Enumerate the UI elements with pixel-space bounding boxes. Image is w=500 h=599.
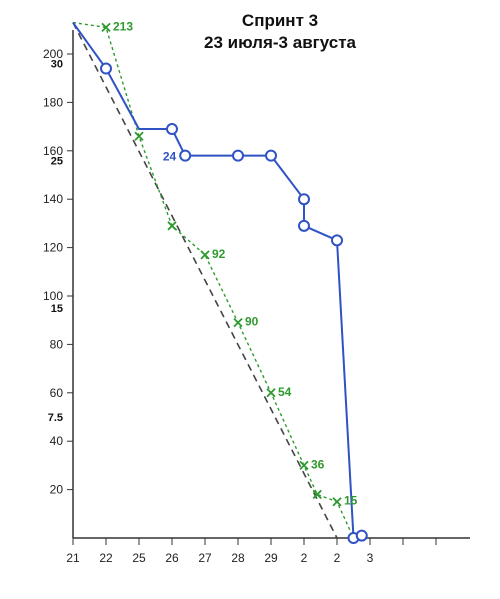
actual-point-marker	[179, 149, 192, 162]
actual-series-group	[72, 21, 368, 544]
trend-point-marker	[101, 22, 111, 33]
data-label: 15	[344, 494, 358, 508]
actual-line	[72, 21, 363, 540]
data-label: 90	[245, 315, 259, 329]
data-label: 24	[163, 150, 177, 164]
actual-point-marker	[331, 234, 343, 247]
x-tick-label: 21	[66, 551, 80, 565]
y-tick-label: 80	[50, 337, 64, 351]
y-tick-label: 200	[43, 47, 63, 61]
ideal-line-group	[72, 22, 338, 539]
actual-point-marker	[298, 219, 310, 232]
actual-point-marker	[265, 149, 277, 162]
x-tick-label: 29	[264, 551, 278, 565]
annotation-group: 213 92 90 54 36 15 24	[113, 19, 358, 507]
secondary-y-label: 25	[51, 155, 63, 167]
y-tick-label: 20	[50, 483, 64, 497]
secondary-y-label: 15	[51, 303, 63, 315]
x-tick-label: 25	[132, 551, 146, 565]
y-tick-label: 40	[50, 434, 64, 448]
x-tick-label: 28	[231, 551, 245, 565]
actual-point-marker	[232, 149, 244, 162]
actual-point-marker	[298, 193, 310, 206]
x-tick-label: 26	[165, 551, 179, 565]
y-tick-label: 140	[43, 192, 63, 206]
x-tick-label: 2	[301, 551, 308, 565]
x-tick-label: 3	[367, 551, 374, 565]
actual-point-marker	[100, 62, 112, 75]
secondary-y-label: 30	[51, 59, 63, 71]
actual-point-marker	[166, 123, 178, 136]
trend-point-marker	[167, 221, 177, 231]
trend-point-marker	[266, 388, 276, 398]
y-tick-label: 180	[43, 95, 63, 109]
x-tick-label: 2	[334, 551, 341, 565]
data-label: 92	[212, 247, 226, 261]
y-tick-label: 100	[43, 289, 63, 303]
trend-point-marker	[233, 317, 243, 328]
trend-point-marker	[332, 497, 342, 507]
secondary-y-label: 7.5	[48, 412, 63, 424]
data-label: 54	[278, 385, 292, 399]
trend-point-marker	[299, 460, 309, 471]
x-tick-label: 27	[198, 551, 212, 565]
trend-point-marker	[312, 489, 322, 500]
actual-point-marker	[355, 529, 368, 542]
chart-title-block: Спринт 3 23 июля-3 августа	[150, 10, 410, 54]
chart-title: Спринт 3	[241, 11, 319, 30]
y-tick-label: 60	[50, 386, 64, 400]
x-tick-label: 22	[99, 551, 113, 565]
trend-point-marker	[200, 250, 210, 260]
data-label: 213	[113, 19, 133, 33]
trend-series-group	[72, 21, 355, 539]
data-label: 36	[311, 457, 325, 471]
y-tick-label: 120	[43, 241, 63, 255]
chart-subtitle: 23 июля-3 августа	[204, 33, 356, 52]
ideal-line	[72, 22, 338, 539]
y-tick-label: 160	[43, 144, 63, 158]
trend-point-marker	[134, 131, 144, 141]
